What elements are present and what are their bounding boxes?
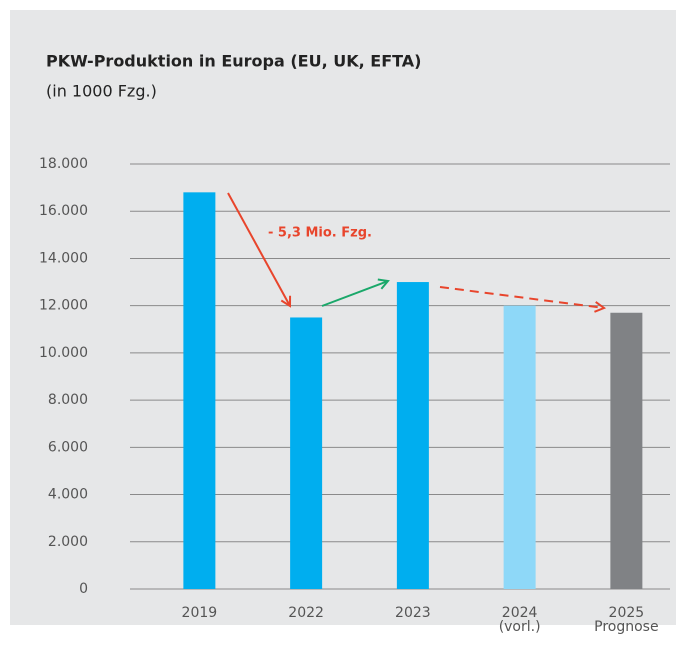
y-tick-label: 14.000 <box>39 250 88 266</box>
annotation: - 5,3 Mio. Fzg. <box>268 226 372 241</box>
y-tick-label: 12.000 <box>39 298 88 314</box>
bar <box>183 192 216 590</box>
y-tick-label: 0 <box>79 581 88 597</box>
y-tick-label: 10.000 <box>39 345 88 361</box>
bar <box>503 305 536 589</box>
x-tick-label: 2022 <box>288 605 324 621</box>
arrow <box>227 192 290 306</box>
y-tick-label: 2.000 <box>48 534 88 550</box>
y-tick-label: 4.000 <box>48 487 88 503</box>
x-tick-label: 2023 <box>395 605 431 621</box>
x-tick-label: 2025 Prognose <box>594 605 659 635</box>
x-tick-label: 2024 (vorl.) <box>498 605 541 635</box>
y-tick-label: 8.000 <box>48 392 88 408</box>
y-tick-label: 6.000 <box>48 439 88 455</box>
x-tick-label: 2019 <box>181 605 218 621</box>
y-tick-label: 18.000 <box>39 156 88 172</box>
bar <box>610 312 643 589</box>
bar <box>290 317 323 589</box>
chart-subtitle: (in 1000 Fzg.) <box>46 82 157 101</box>
bar <box>396 282 429 589</box>
arrow <box>439 286 604 308</box>
y-tick-label: 16.000 <box>39 203 88 219</box>
chart-title: PKW-Produktion in Europa (EU, UK, EFTA) <box>46 52 422 71</box>
arrow <box>321 281 388 307</box>
panel <box>10 10 676 625</box>
